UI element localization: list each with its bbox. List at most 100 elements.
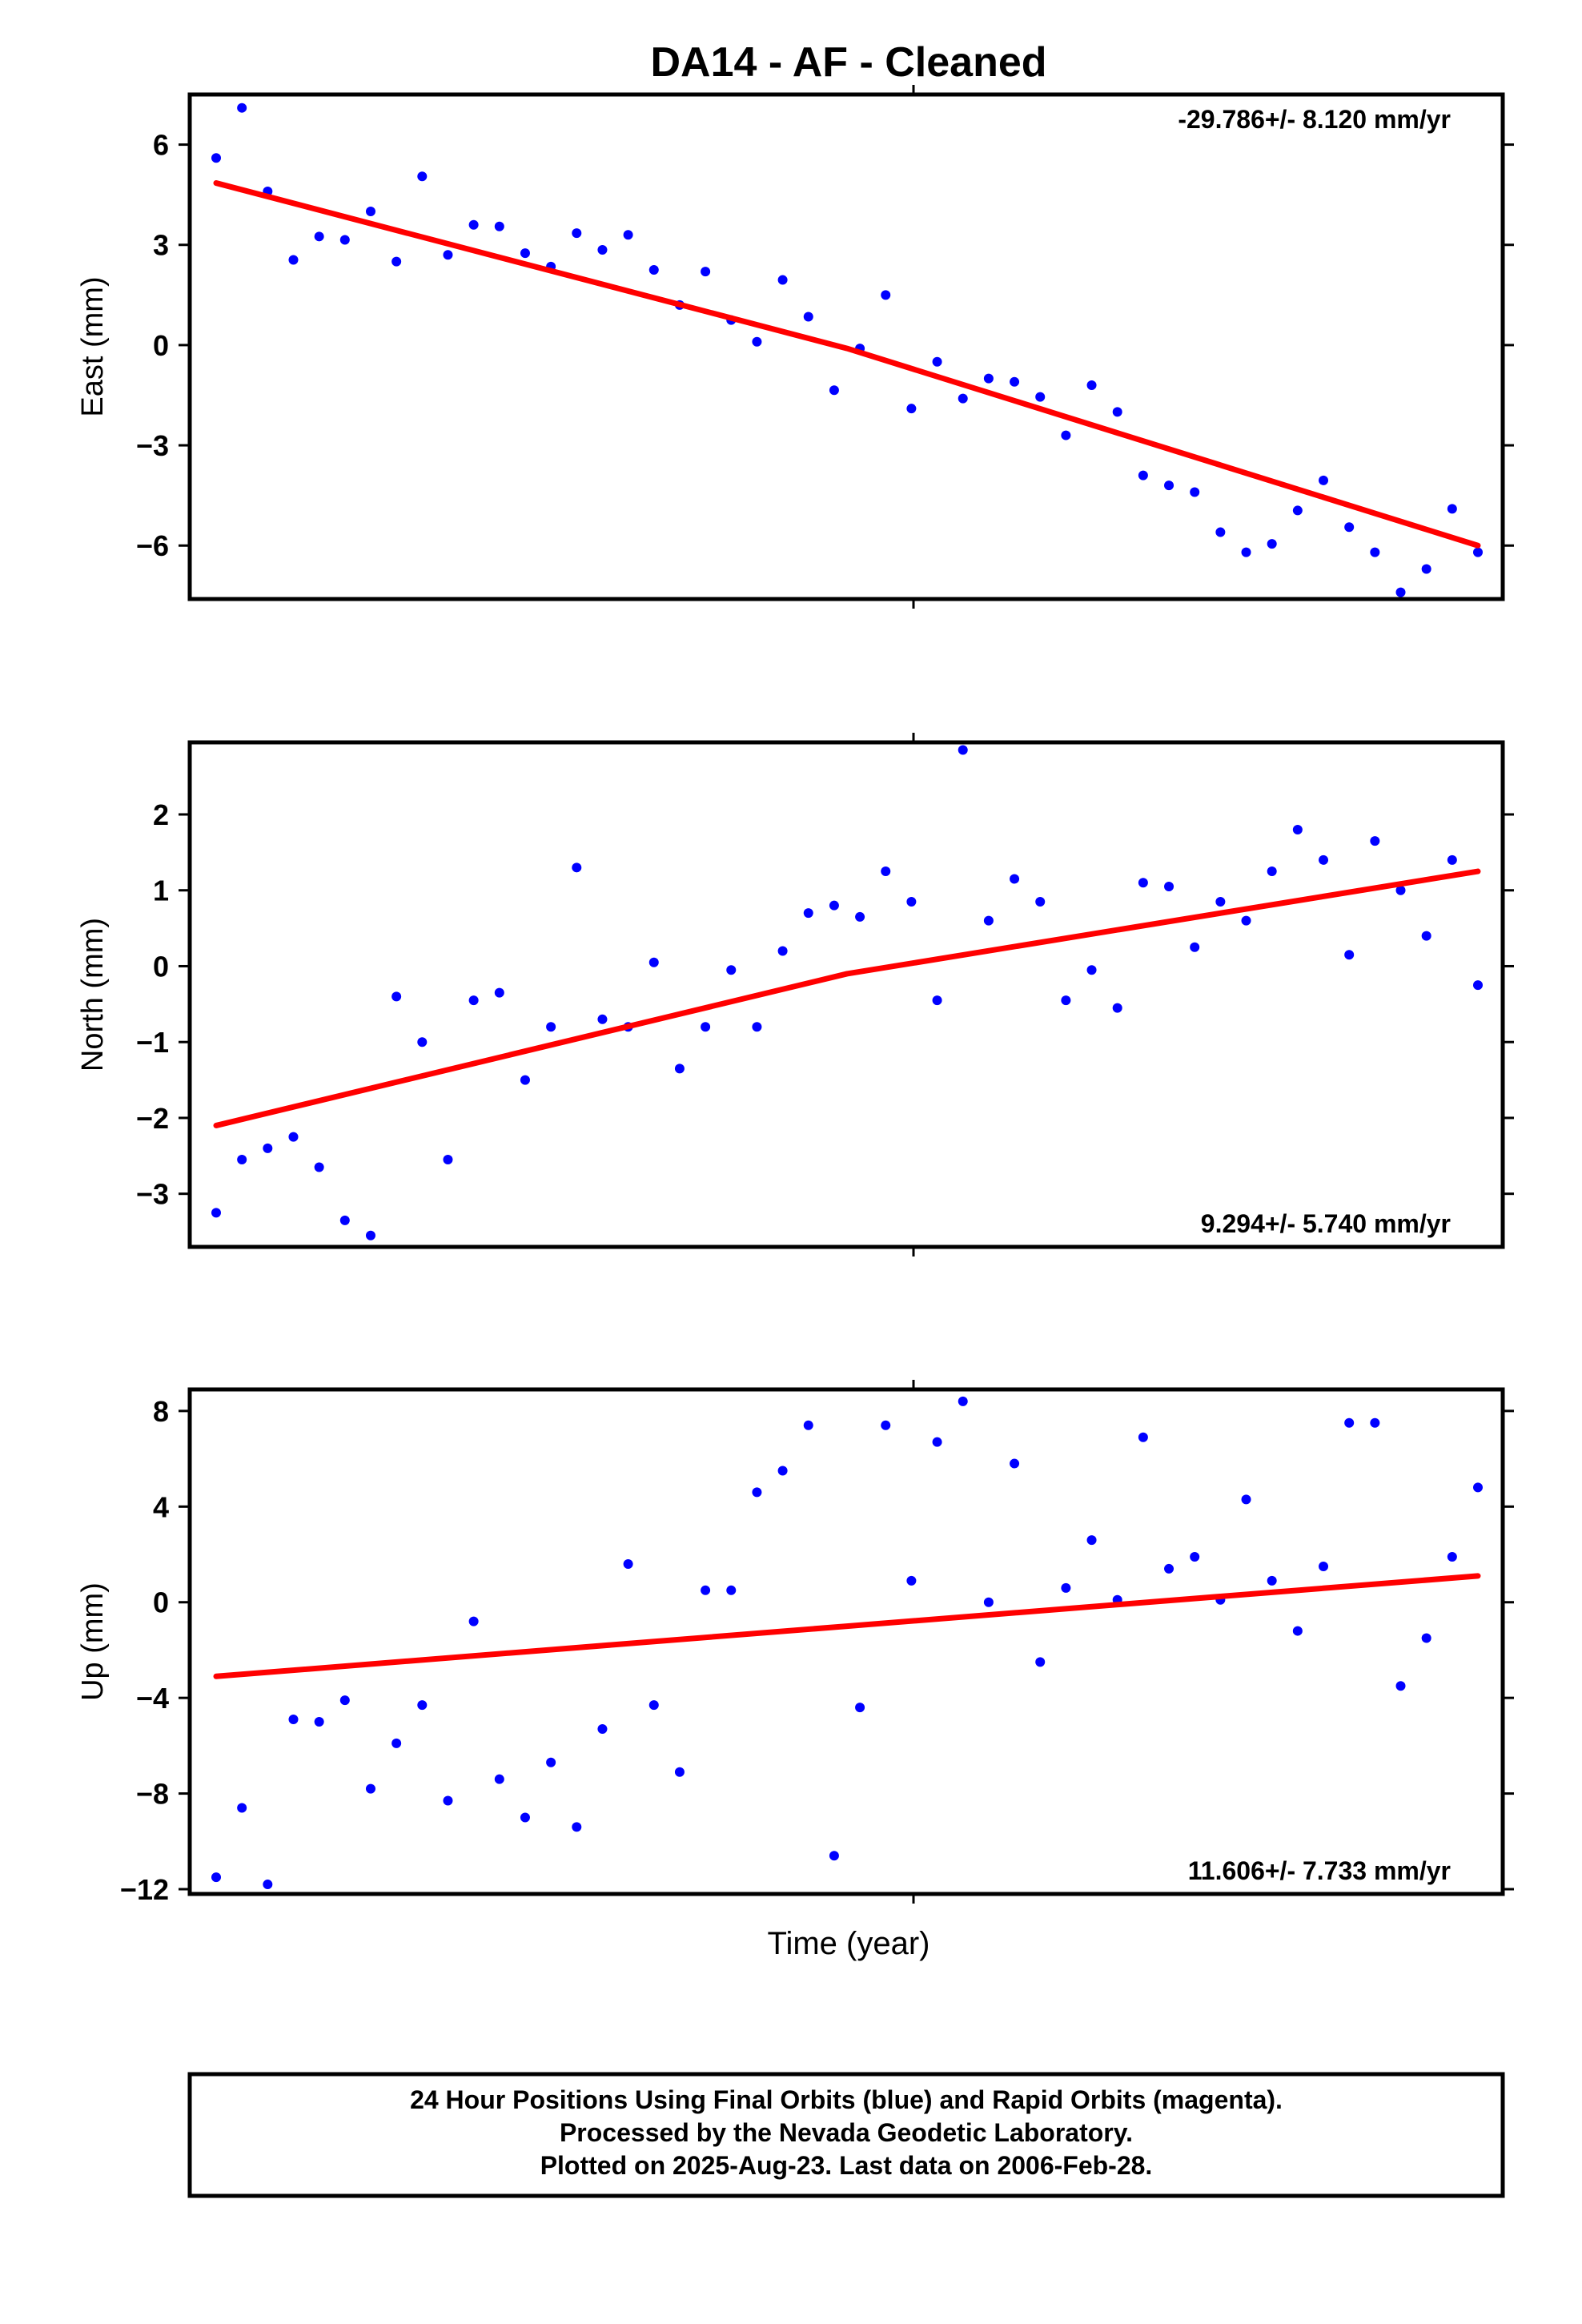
data-point	[1319, 475, 1329, 485]
data-point	[1215, 896, 1226, 907]
data-point	[468, 1616, 479, 1626]
y-tick-label: −3	[136, 429, 169, 462]
data-point	[623, 1558, 633, 1569]
data-point	[237, 1803, 247, 1813]
panel-north: 2 1 0 −1 −2 −3 North (mm) 9.294+/- 5.740 mm/yr	[76, 733, 1514, 1256]
data-point	[468, 995, 479, 1006]
data-point	[777, 275, 788, 285]
data-point	[443, 1795, 453, 1806]
data-point	[597, 1723, 608, 1734]
y-tick-label: 1	[153, 875, 169, 907]
data-point	[1421, 1633, 1431, 1643]
data-point	[674, 1767, 685, 1777]
panel-frame	[187, 92, 1505, 601]
data-point	[520, 1812, 530, 1823]
chart-title: DA14 - AF - Cleaned	[650, 39, 1046, 86]
data-point	[726, 965, 737, 975]
data-point	[1061, 1582, 1071, 1593]
footer-line-1: 24 Hour Positions Using Final Orbits (bl…	[410, 2085, 1283, 2114]
data-point	[648, 1700, 659, 1711]
y-axis-label: North (mm)	[76, 918, 110, 1072]
data-point	[1086, 380, 1097, 390]
data-point	[314, 231, 324, 242]
data-point	[1421, 564, 1431, 574]
data-point	[314, 1717, 324, 1727]
data-point	[263, 1143, 273, 1153]
data-point	[674, 1063, 685, 1074]
data-point	[1370, 836, 1380, 846]
y-tick-label: 4	[153, 1490, 169, 1523]
data-point	[1447, 504, 1457, 514]
data-point	[983, 915, 994, 926]
trend-line	[213, 1573, 1481, 1679]
trend-line	[213, 868, 1481, 1128]
y-axis-label: Up (mm)	[76, 1582, 110, 1701]
data-point	[701, 1585, 711, 1595]
data-point	[1473, 980, 1483, 991]
data-point	[1267, 1575, 1277, 1586]
data-point	[391, 256, 402, 267]
data-point	[237, 1155, 247, 1165]
footer-box	[187, 2072, 1505, 2198]
panel-east: 6 3 0 −3 −6 East (mm) -29.786+/- 8.120 mm/yr	[76, 85, 1514, 609]
panel-frame	[187, 1387, 1505, 1896]
data-point	[339, 1695, 350, 1706]
trend-line	[213, 180, 1481, 549]
y-tick-label: −3	[136, 1178, 169, 1211]
data-point	[1035, 392, 1046, 402]
data-point	[1010, 376, 1020, 387]
data-point	[417, 1700, 428, 1711]
data-point	[1112, 407, 1122, 417]
data-point	[494, 1774, 504, 1784]
data-point	[597, 245, 608, 255]
data-point	[1190, 942, 1200, 952]
data-point	[1241, 915, 1251, 926]
data-point	[983, 373, 994, 384]
x-axis-label: Time (year)	[768, 1926, 930, 1961]
data-point	[1164, 480, 1174, 491]
panel-frame	[187, 740, 1505, 1249]
panels-group: 6 3 0 −3 −6 East (mm) -29.786+/- 8.120 mm/yr 2 1…	[76, 85, 1514, 1906]
data-point	[803, 312, 813, 322]
y-axis-label: East (mm)	[76, 276, 110, 416]
data-point	[958, 745, 968, 755]
data-point	[829, 385, 839, 396]
data-point	[597, 1014, 608, 1024]
data-point	[443, 250, 453, 260]
data-point	[1344, 950, 1355, 960]
data-point	[1112, 1003, 1122, 1013]
data-point	[211, 1872, 221, 1883]
data-point	[1138, 878, 1148, 888]
data-point	[314, 1162, 324, 1172]
data-point	[1241, 547, 1251, 557]
footer-line-2: Processed by the Nevada Geodetic Laborat…	[560, 2118, 1133, 2147]
data-point	[468, 219, 479, 230]
data-point	[211, 153, 221, 163]
data-point	[1138, 470, 1148, 480]
data-point	[288, 1715, 299, 1725]
data-point	[391, 1738, 402, 1748]
data-point	[1241, 1494, 1251, 1505]
data-point	[339, 1215, 350, 1225]
data-point	[1035, 896, 1046, 907]
data-point	[211, 1208, 221, 1218]
data-point	[1010, 1458, 1020, 1469]
data-point	[339, 235, 350, 245]
data-point	[752, 336, 762, 347]
data-point	[1138, 1432, 1148, 1442]
data-point	[958, 393, 968, 404]
data-point	[1421, 931, 1431, 941]
y-tick-label: −12	[120, 1873, 169, 1906]
data-point	[288, 1132, 299, 1142]
data-point	[623, 230, 633, 240]
data-point	[881, 866, 891, 877]
data-point	[1086, 1535, 1097, 1546]
data-point	[777, 946, 788, 956]
data-point	[1164, 882, 1174, 891]
data-point	[365, 207, 375, 217]
data-point	[365, 1230, 375, 1240]
rate-label: 9.294+/- 5.740 mm/yr	[1201, 1209, 1451, 1238]
data-point	[881, 290, 891, 300]
data-point	[752, 1487, 762, 1498]
